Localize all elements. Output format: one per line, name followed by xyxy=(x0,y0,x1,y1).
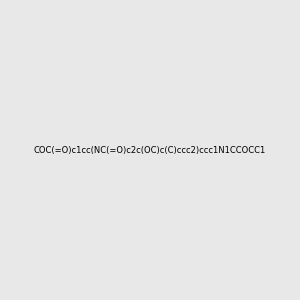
Text: COC(=O)c1cc(NC(=O)c2c(OC)c(C)ccc2)ccc1N1CCOCC1: COC(=O)c1cc(NC(=O)c2c(OC)c(C)ccc2)ccc1N1… xyxy=(34,146,266,154)
